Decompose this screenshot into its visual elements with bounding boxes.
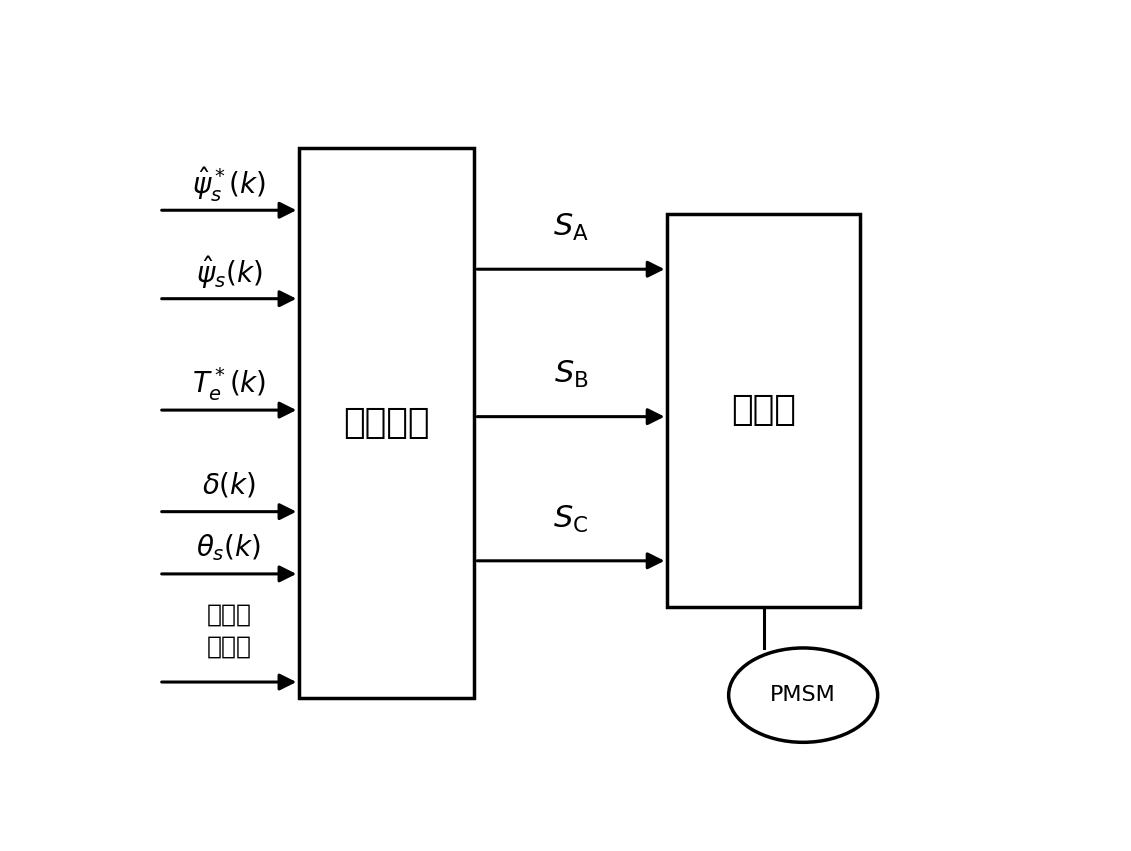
- Bar: [667, 214, 860, 607]
- Text: 置信号: 置信号: [207, 635, 251, 660]
- Text: $S_{\mathrm{B}}$: $S_{\mathrm{B}}$: [553, 359, 588, 391]
- Text: 预测控制: 预测控制: [344, 406, 430, 440]
- Text: $\hat{\psi}_s(k)$: $\hat{\psi}_s(k)$: [196, 254, 262, 291]
- Text: 扇区位: 扇区位: [207, 603, 251, 626]
- Text: $T_e^*(k)$: $T_e^*(k)$: [192, 365, 266, 403]
- Text: $\delta(k)$: $\delta(k)$: [202, 471, 256, 500]
- Text: PMSM: PMSM: [770, 685, 836, 705]
- Text: $\hat{\psi}_s^*(k)$: $\hat{\psi}_s^*(k)$: [192, 164, 266, 203]
- Text: $S_{\mathrm{A}}$: $S_{\mathrm{A}}$: [553, 212, 589, 243]
- Text: $S_{\mathrm{C}}$: $S_{\mathrm{C}}$: [553, 504, 588, 534]
- Text: $\theta_s(k)$: $\theta_s(k)$: [197, 533, 261, 563]
- Text: 逆变器: 逆变器: [732, 393, 796, 427]
- Ellipse shape: [728, 648, 878, 742]
- Bar: [299, 148, 475, 699]
